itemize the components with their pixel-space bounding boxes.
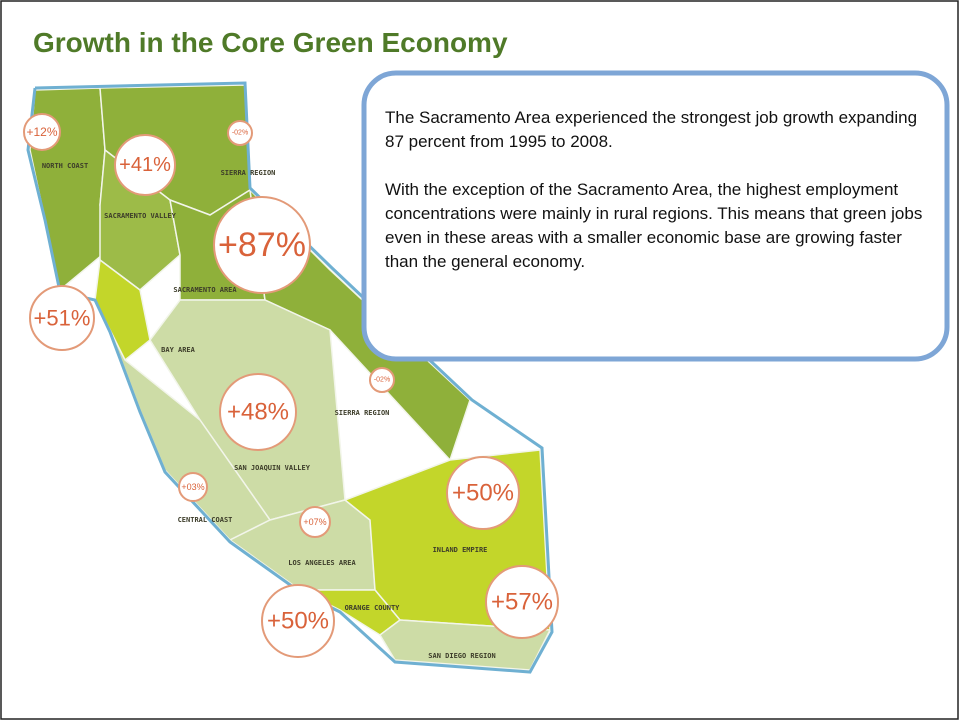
callout-text: The Sacramento Area experienced the stro…: [385, 106, 930, 298]
bubble: [261, 584, 335, 658]
bubble-label: +50%: [267, 608, 329, 635]
bubble-label: +41%: [119, 154, 171, 176]
region-label: NORTH COAST: [42, 162, 88, 170]
region-label: SACRAMENTO AREA: [173, 286, 237, 294]
bubble: [369, 367, 395, 393]
bubble: [219, 373, 297, 451]
region-label: SAN JOAQUIN VALLEY: [234, 464, 311, 472]
paragraph: With the exception of the Sacramento Are…: [385, 180, 923, 271]
title: Growth in the Core Green Economy: [33, 27, 508, 58]
bubble-label: +57%: [491, 589, 553, 616]
bubble-label: +48%: [227, 399, 289, 426]
bubbles: +12% +41% -02% +87% +51% -02% +48% +03% …: [23, 113, 559, 658]
bubble: [213, 196, 311, 294]
bubble-label: +12%: [26, 125, 57, 139]
region-label: SAN DIEGO REGION: [428, 652, 495, 660]
region-label: BAY AREA: [161, 346, 196, 354]
bubble: [178, 472, 208, 502]
bubble-label: -02%: [232, 130, 248, 137]
region-label: ORANGE COUNTY: [345, 604, 401, 612]
bubble-label: +87%: [218, 226, 306, 264]
bubble-label: +03%: [181, 482, 204, 492]
bubble: [485, 565, 559, 639]
region-label: INLAND EMPIRE: [433, 546, 488, 554]
region-label: LOS ANGELES AREA: [288, 559, 356, 567]
bubble: [227, 120, 253, 146]
paragraph: The Sacramento Area experienced the stro…: [385, 108, 918, 151]
bubble: [114, 134, 176, 196]
region-label: CENTRAL COAST: [178, 516, 233, 524]
bubble-label: +50%: [452, 480, 514, 507]
bubble-label: -02%: [374, 377, 390, 384]
bubble: [299, 506, 331, 538]
region-label: SACRAMENTO VALLEY: [104, 212, 176, 220]
bubble: [446, 456, 520, 530]
bubble: [23, 113, 61, 151]
callout-box: [361, 70, 950, 362]
region-labels: NORTH COAST SIERRA REGION SACRAMENTO VAL…: [42, 162, 496, 660]
region-label: SIERRA REGION: [335, 409, 390, 417]
bubble: [29, 285, 95, 351]
bubble-label: +07%: [303, 517, 326, 527]
bubble-label: +51%: [34, 306, 91, 331]
region-label: SIERRA REGION: [221, 169, 276, 177]
